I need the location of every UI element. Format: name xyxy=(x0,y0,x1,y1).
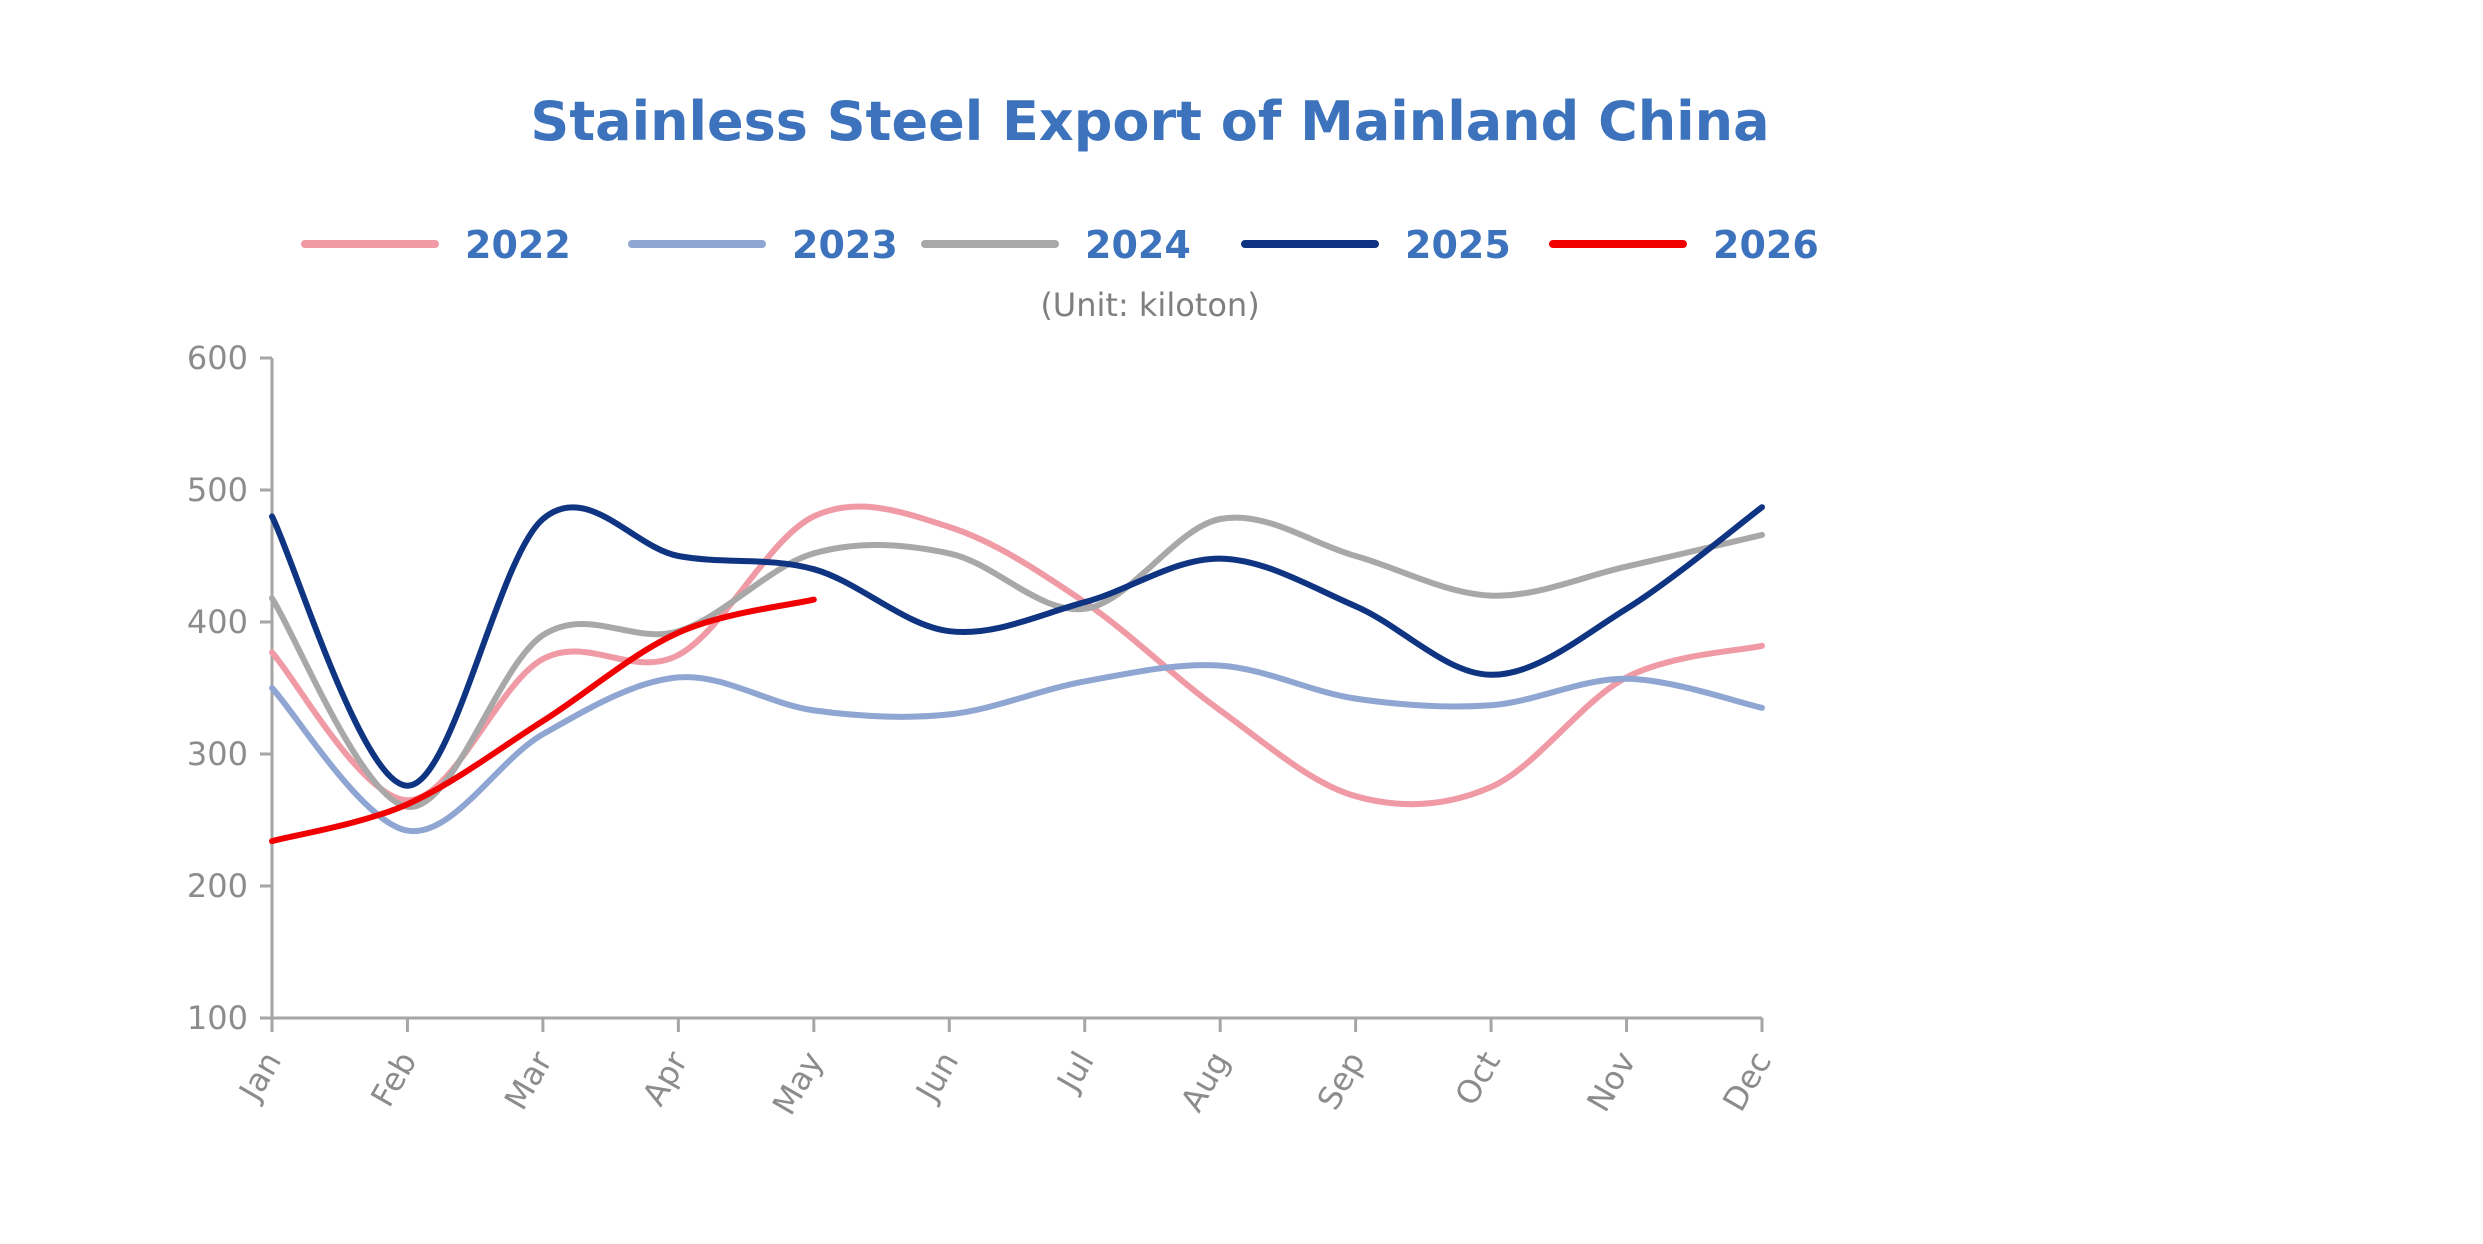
legend-label-2023: 2023 xyxy=(792,223,898,267)
legend-label-2025: 2025 xyxy=(1405,223,1511,267)
x-axis: Jan Feb Mar Apr May Jun Jul Aug Sep Oct Nov Dec xyxy=(230,1016,1779,1121)
series-line-2022 xyxy=(269,503,1765,808)
y-axis: 100 200 300 400 500 600 xyxy=(187,339,274,1037)
y-tick-label: 200 xyxy=(187,867,248,905)
x-tick-label: Jan xyxy=(230,1045,289,1108)
chart-title: Stainless Steel Export of Mainland China xyxy=(530,90,1769,153)
series-line-2024 xyxy=(269,514,1765,810)
x-tick-label: Jul xyxy=(1048,1045,1101,1099)
x-tick-label: Nov xyxy=(1579,1045,1643,1118)
x-tick-label: Oct xyxy=(1447,1045,1508,1112)
y-tick-label: 100 xyxy=(187,999,248,1037)
x-tick-label: Apr xyxy=(635,1044,696,1112)
x-tick-label: Mar xyxy=(497,1044,561,1116)
series-line-2026 xyxy=(269,596,817,845)
legend-label-2024: 2024 xyxy=(1085,223,1191,267)
x-tick-label: Sep xyxy=(1309,1045,1372,1116)
legend: 2022 2023 2024 2025 2026 xyxy=(301,223,1819,267)
x-tick-label: May xyxy=(765,1045,831,1121)
x-tick-label: Aug xyxy=(1173,1045,1237,1118)
legend-label-2026: 2026 xyxy=(1713,223,1819,267)
series-line-2023 xyxy=(269,662,1765,834)
legend-label-2022: 2022 xyxy=(465,223,571,267)
series-layer xyxy=(269,503,1765,845)
unit-label: (Unit: kiloton) xyxy=(1040,286,1259,324)
x-tick-label: Feb xyxy=(363,1045,424,1113)
y-tick-label: 400 xyxy=(187,603,248,641)
y-tick-label: 300 xyxy=(187,735,248,773)
series-line-2025 xyxy=(269,504,1765,789)
x-tick-label: Jun xyxy=(907,1045,966,1109)
y-tick-label: 600 xyxy=(187,339,248,377)
x-tick-label: Dec xyxy=(1715,1045,1779,1118)
y-tick-label: 500 xyxy=(187,471,248,509)
